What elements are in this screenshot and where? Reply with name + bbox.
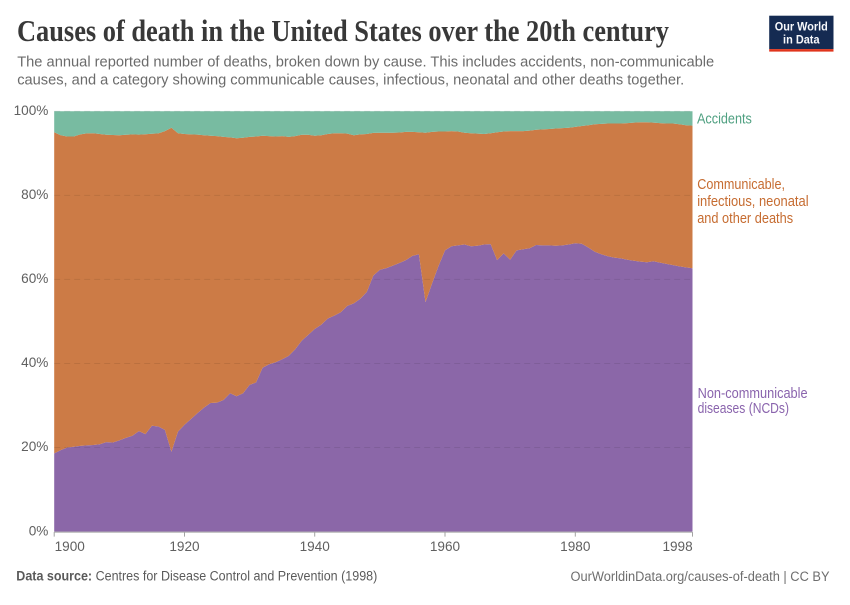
svg-text:diseases (NCDs): diseases (NCDs) bbox=[698, 401, 789, 417]
svg-text:1960: 1960 bbox=[430, 539, 461, 554]
svg-text:infectious, neonatal: infectious, neonatal bbox=[697, 194, 808, 210]
svg-text:1940: 1940 bbox=[300, 539, 331, 554]
svg-text:60%: 60% bbox=[21, 271, 48, 286]
svg-text:100%: 100% bbox=[14, 103, 49, 118]
svg-text:and other deaths: and other deaths bbox=[697, 211, 793, 227]
svg-text:1998: 1998 bbox=[662, 539, 692, 554]
svg-text:in Data: in Data bbox=[783, 32, 820, 46]
svg-text:80%: 80% bbox=[21, 187, 48, 202]
svg-text:1920: 1920 bbox=[169, 539, 200, 554]
svg-text:0%: 0% bbox=[29, 523, 49, 538]
svg-text:40%: 40% bbox=[21, 355, 48, 370]
svg-text:1900: 1900 bbox=[55, 539, 86, 554]
svg-text:Causes of death in the United: Causes of death in the United States ove… bbox=[17, 13, 669, 48]
svg-text:causes, and a category showing: causes, and a category showing communica… bbox=[17, 73, 684, 89]
svg-text:The annual reported number of: The annual reported number of deaths, br… bbox=[17, 54, 714, 70]
svg-text:Communicable,: Communicable, bbox=[697, 177, 785, 193]
svg-text:1980: 1980 bbox=[560, 539, 591, 554]
svg-text:OurWorldinData.org/causes-of-d: OurWorldinData.org/causes-of-death | CC … bbox=[571, 569, 830, 584]
svg-text:Data source: Centres for Disea: Data source: Centres for Disease Control… bbox=[16, 569, 377, 584]
svg-text:Non-communicable: Non-communicable bbox=[698, 386, 808, 402]
svg-text:Our World: Our World bbox=[775, 20, 828, 34]
svg-text:Accidents: Accidents bbox=[697, 112, 752, 128]
svg-text:20%: 20% bbox=[21, 439, 48, 454]
